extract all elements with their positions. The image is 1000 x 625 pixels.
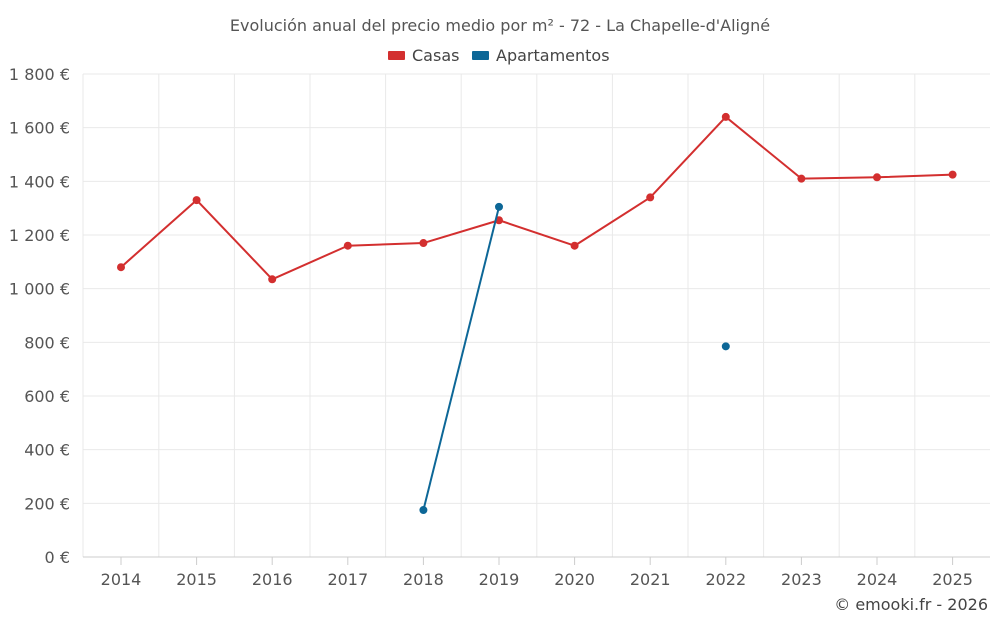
y-axis: 0 € 200 € 400 € 600 € 800 € 1 000 € 1 200 € 1 4… [9, 65, 70, 567]
x-tick-label: 2025 [932, 570, 973, 589]
x-axis: 2014 2015 2016 2017 2018 2019 2020 2021 2022 2023… [83, 556, 990, 589]
x-tick-label: 2021 [630, 570, 671, 589]
y-tick-label: 0 € [45, 548, 70, 567]
legend-swatch-casas [388, 51, 405, 60]
data-point-casas[interactable] [117, 263, 125, 272]
data-point-casas[interactable] [721, 112, 730, 121]
series-apartamentos [419, 202, 730, 515]
data-point-apartamentos[interactable] [495, 202, 503, 211]
grid [82, 73, 990, 557]
x-tick-label: 2016 [252, 570, 293, 589]
legend: Casas Apartamentos [388, 46, 610, 65]
x-tick-label: 2022 [705, 570, 746, 589]
x-tick-label: 2020 [554, 570, 595, 589]
y-tick-label: 1 400 € [9, 172, 70, 191]
y-tick-label: 1 000 € [9, 280, 70, 299]
series-layer [117, 112, 957, 515]
x-tick-label: 2019 [479, 570, 520, 589]
legend-label-apartamentos[interactable]: Apartamentos [496, 46, 610, 65]
data-point-casas[interactable] [646, 193, 655, 202]
data-point-casas[interactable] [570, 241, 579, 250]
legend-label-casas[interactable]: Casas [412, 46, 459, 65]
data-point-casas[interactable] [419, 239, 428, 248]
y-tick-label: 200 € [24, 494, 70, 513]
x-tick-label: 2015 [176, 570, 217, 589]
credit-text: © emooki.fr - 2026 [834, 595, 988, 614]
x-tick-label: 2014 [101, 570, 142, 589]
y-tick-label: 1 600 € [9, 119, 70, 138]
y-tick-label: 1 800 € [9, 65, 70, 84]
data-point-casas[interactable] [873, 173, 881, 182]
series-casas [117, 112, 957, 284]
data-point-casas[interactable] [948, 170, 957, 179]
data-point-apartamentos[interactable] [721, 342, 730, 351]
x-tick-label: 2018 [403, 570, 444, 589]
x-tick-label: 2023 [781, 570, 822, 589]
x-tick-label: 2024 [857, 570, 898, 589]
y-tick-label: 400 € [24, 441, 70, 460]
chart-title: Evolución anual del precio medio por m² … [230, 16, 770, 35]
data-point-casas[interactable] [343, 241, 352, 250]
data-point-apartamentos[interactable] [419, 506, 428, 515]
series-line-apartamentos [422, 206, 500, 511]
x-tick-label: 2017 [327, 570, 368, 589]
data-point-casas[interactable] [797, 174, 806, 183]
y-tick-label: 600 € [24, 387, 70, 406]
data-point-casas[interactable] [192, 196, 201, 205]
data-point-casas[interactable] [268, 275, 277, 284]
y-tick-label: 1 200 € [9, 226, 70, 245]
series-line-casas [120, 115, 953, 281]
legend-swatch-apartamentos [472, 51, 489, 60]
y-tick-label: 800 € [24, 333, 70, 352]
